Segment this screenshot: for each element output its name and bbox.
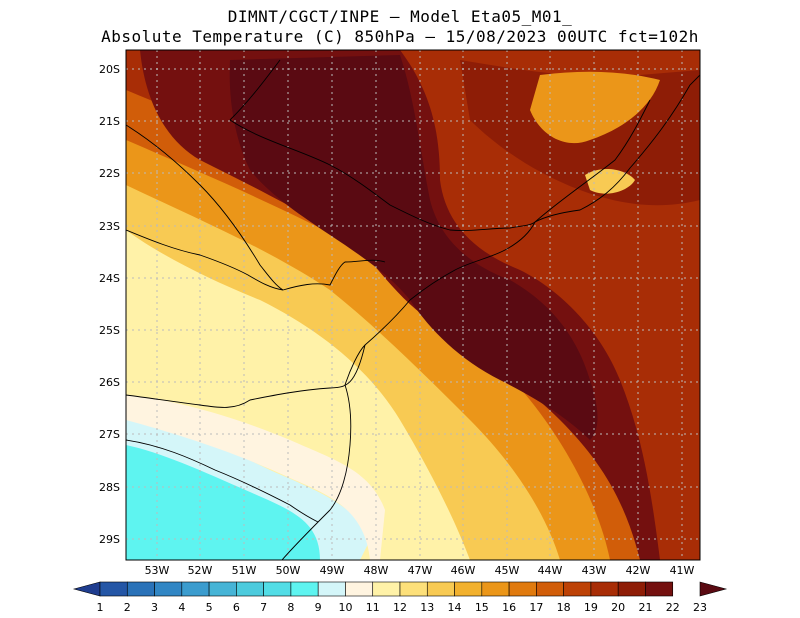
colorbar-segment: [290, 581, 319, 597]
colorbar-label: 1: [97, 601, 104, 614]
temp-fill-east-patch-inner: [585, 168, 635, 194]
colorbar-arrow-low: [72, 581, 101, 597]
boundaries: [126, 59, 700, 560]
lat-axis: 20S 21S 22S 23S 24S 25S 26S 27S 28S 29S: [99, 63, 120, 546]
colorbar-segment: [508, 581, 537, 597]
lon-tick-label: 52W: [188, 564, 213, 577]
gridlines: [126, 50, 700, 560]
chart-title-line-1: DIMNT/CGCT/INPE — Model Eta05_M01_: [227, 7, 573, 26]
state-border-pr-sc: [126, 344, 366, 408]
state-border-sp-mg: [229, 119, 536, 231]
colorbar-label: 4: [178, 601, 185, 614]
lon-tick-label: 41W: [670, 564, 695, 577]
state-border-mg-rj-es: [534, 99, 651, 223]
temp-fill-mild: [126, 395, 385, 560]
chart-title-line-2: Absolute Temperature (C) 850hPa — 15/08/…: [101, 27, 699, 46]
colorbar-label: 7: [260, 601, 267, 614]
lat-tick-label: 22S: [99, 167, 120, 180]
lat-tick-label: 21S: [99, 115, 120, 128]
colorbar-segment: [317, 581, 346, 597]
lon-tick-label: 43W: [582, 564, 607, 577]
colorbar-label: 14: [448, 601, 462, 614]
colorbar-label: 3: [151, 601, 158, 614]
colorbar-segment: [426, 581, 455, 597]
lon-tick-label: 51W: [232, 564, 257, 577]
lon-tick-label: 45W: [495, 564, 520, 577]
colorbar-label: 19: [584, 601, 598, 614]
state-border-go-mg: [229, 59, 281, 121]
colorbar-segment: [372, 581, 401, 597]
colorbar-segment: [563, 581, 592, 597]
colorbar-segment: [236, 581, 264, 597]
lon-tick-label: 48W: [364, 564, 389, 577]
state-border-ms-pr: [282, 259, 386, 291]
colorbar-label: 20: [611, 601, 625, 614]
colorbar-label: 23: [693, 601, 707, 614]
international-border-paraguay: [126, 229, 284, 291]
lat-tick-label: 29S: [99, 533, 120, 546]
colorbar-segment: [481, 581, 510, 597]
colorbar-label: 10: [338, 601, 352, 614]
lon-tick-label: 49W: [320, 564, 345, 577]
colorbar-segment: [399, 581, 428, 597]
lat-tick-label: 26S: [99, 376, 120, 389]
colorbar-segment: [345, 581, 374, 597]
state-border-mt-ms: [126, 124, 284, 291]
colorbar-label: 5: [206, 601, 213, 614]
state-border-sc-rs: [126, 439, 319, 523]
lon-tick-label: 50W: [276, 564, 301, 577]
lat-tick-label: 24S: [99, 272, 120, 285]
lon-tick-label: 44W: [538, 564, 563, 577]
colorbar-label: 18: [557, 601, 571, 614]
colorbar-label: 13: [420, 601, 434, 614]
colorbar-label: 17: [529, 601, 543, 614]
colorbar-label: 9: [315, 601, 322, 614]
lon-tick-label: 42W: [626, 564, 651, 577]
lat-tick-label: 28S: [99, 481, 120, 494]
colorbar-label: 12: [393, 601, 407, 614]
colorbar-segment: [181, 581, 210, 597]
lon-tick-label: 46W: [451, 564, 476, 577]
temp-fill-east-patch: [530, 71, 660, 144]
lon-axis: 53W 52W 51W 50W 49W 48W 47W 46W 45W 44W …: [145, 564, 695, 577]
lat-tick-label: 20S: [99, 63, 120, 76]
colorbar-label: 22: [666, 601, 680, 614]
colorbar-label: 8: [287, 601, 294, 614]
colorbar-label: 2: [124, 601, 131, 614]
lat-tick-label: 25S: [99, 324, 120, 337]
lon-tick-label: 53W: [145, 564, 170, 577]
colorbar-segment: [617, 581, 646, 597]
coastline: [281, 74, 700, 560]
colorbar-label: 16: [502, 601, 516, 614]
colorbar-label: 6: [233, 601, 240, 614]
colorbar-segment: [99, 581, 128, 597]
colorbar-segment: [208, 581, 237, 597]
colorbar-label: 15: [475, 601, 489, 614]
colorbar-arrow-high: [699, 581, 728, 597]
lon-tick-label: 47W: [408, 564, 433, 577]
colorbar-segment: [590, 581, 619, 597]
colorbar-segment: [536, 581, 564, 597]
colorbar-segment: [454, 581, 483, 597]
colorbar-segment: [126, 581, 155, 597]
temp-fill-cool: [126, 420, 370, 560]
colorbar-segment: [263, 581, 292, 597]
temperature-field: [126, 50, 700, 560]
lat-tick-label: 27S: [99, 428, 120, 441]
colorbar-label: 21: [638, 601, 652, 614]
colorbar-segment: [154, 581, 183, 597]
colorbar-label: 11: [366, 601, 380, 614]
temp-fill-warmest-core: [229, 55, 598, 440]
lat-tick-label: 23S: [99, 220, 120, 233]
colorbar-segment: [645, 581, 674, 597]
map-frame: [125, 49, 701, 561]
colorbar: 1 2 3 4 5 6 7 8 9 10 11 12 13 14 15 16 17 18 19 20 21 22 23: [72, 581, 728, 614]
